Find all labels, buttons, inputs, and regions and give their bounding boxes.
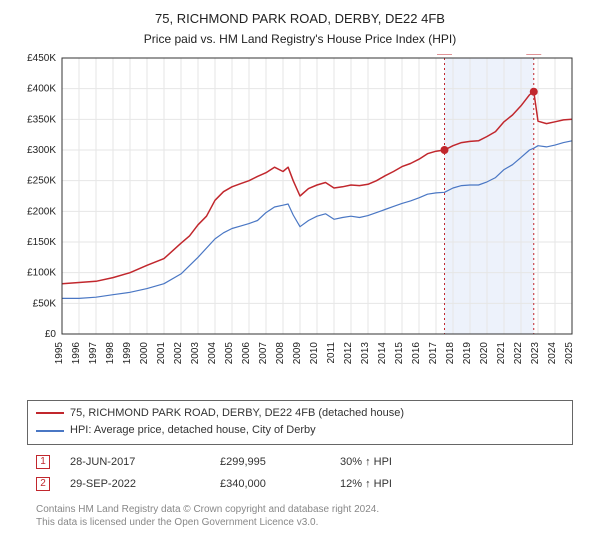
svg-text:1995: 1995	[54, 341, 65, 364]
svg-text:2017: 2017	[428, 341, 439, 364]
svg-text:2009: 2009	[292, 341, 303, 364]
svg-text:2019: 2019	[462, 341, 473, 364]
footer-line-2: This data is licensed under the Open Gov…	[36, 516, 564, 530]
svg-text:1997: 1997	[88, 341, 99, 364]
svg-text:£400K: £400K	[27, 83, 56, 94]
footer-text: Contains HM Land Registry data © Crown c…	[36, 503, 564, 530]
trade-marker: 2	[36, 477, 50, 491]
legend-row: 75, RICHMOND PARK ROAD, DERBY, DE22 4FB …	[36, 405, 564, 423]
trade-date: 29-SEP-2022	[70, 478, 200, 490]
svg-text:2016: 2016	[411, 341, 422, 364]
svg-text:1999: 1999	[122, 341, 133, 364]
trade-date: 28-JUN-2017	[70, 456, 200, 468]
trade-row: 1 28-JUN-2017 £299,995 30% ↑ HPI	[36, 451, 564, 473]
trade-marker: 1	[36, 455, 50, 469]
plot-area: £0 £50K £100K £150K £200K £250K £300K £350K £400…	[18, 54, 582, 394]
svg-text:2011: 2011	[326, 341, 337, 363]
svg-text:2021: 2021	[496, 341, 507, 364]
svg-text:2023: 2023	[530, 341, 541, 364]
trade-price: £299,995	[220, 456, 320, 468]
svg-text:2004: 2004	[207, 341, 218, 364]
svg-text:2003: 2003	[190, 341, 201, 364]
svg-text:£150K: £150K	[27, 237, 56, 248]
footer-line-1: Contains HM Land Registry data © Crown c…	[36, 503, 564, 517]
svg-text:£350K: £350K	[27, 114, 56, 125]
trade-price: £340,000	[220, 478, 320, 490]
chart-svg: £0 £50K £100K £150K £200K £250K £300K £350K £400…	[18, 54, 582, 394]
legend-label: 75, RICHMOND PARK ROAD, DERBY, DE22 4FB …	[70, 405, 404, 423]
svg-text:2008: 2008	[275, 341, 286, 364]
svg-text:2018: 2018	[445, 341, 456, 364]
svg-text:£50K: £50K	[33, 298, 57, 309]
svg-text:£300K: £300K	[27, 145, 56, 156]
svg-text:2001: 2001	[156, 341, 167, 364]
svg-text:2000: 2000	[139, 341, 150, 364]
svg-text:2006: 2006	[241, 341, 252, 364]
svg-text:2013: 2013	[360, 341, 371, 364]
legend-box: 75, RICHMOND PARK ROAD, DERBY, DE22 4FB …	[27, 400, 573, 445]
svg-text:2005: 2005	[224, 341, 235, 364]
svg-text:2024: 2024	[547, 341, 558, 364]
trade-row: 2 29-SEP-2022 £340,000 12% ↑ HPI	[36, 473, 564, 495]
svg-text:£250K: £250K	[27, 175, 56, 186]
svg-text:2020: 2020	[479, 341, 490, 364]
svg-text:2025: 2025	[564, 341, 575, 364]
trade-hpi-delta: 12% ↑ HPI	[340, 478, 440, 490]
svg-text:2012: 2012	[343, 341, 354, 364]
svg-text:£0: £0	[45, 329, 57, 340]
legend-swatch	[36, 430, 64, 432]
svg-text:2015: 2015	[394, 341, 405, 364]
svg-text:2014: 2014	[377, 341, 388, 364]
svg-text:2007: 2007	[258, 341, 269, 364]
chart-subtitle: Price paid vs. HM Land Registry's House …	[18, 32, 582, 46]
chart-title: 75, RICHMOND PARK ROAD, DERBY, DE22 4FB	[18, 10, 582, 28]
svg-text:2010: 2010	[309, 341, 320, 364]
legend-label: HPI: Average price, detached house, City…	[70, 422, 316, 440]
svg-text:2002: 2002	[173, 341, 184, 364]
trade-hpi-delta: 30% ↑ HPI	[340, 456, 440, 468]
trades-table: 1 28-JUN-2017 £299,995 30% ↑ HPI 2 29-SEP-202…	[36, 451, 564, 495]
svg-text:1996: 1996	[71, 341, 82, 364]
chart-container: 75, RICHMOND PARK ROAD, DERBY, DE22 4FB …	[0, 0, 600, 536]
svg-text:£200K: £200K	[27, 206, 56, 217]
svg-text:2022: 2022	[513, 341, 524, 364]
svg-text:£100K: £100K	[27, 267, 56, 278]
svg-text:1998: 1998	[105, 341, 116, 364]
legend-swatch	[36, 412, 64, 414]
legend-row: HPI: Average price, detached house, City…	[36, 422, 564, 440]
svg-text:£450K: £450K	[27, 54, 56, 64]
